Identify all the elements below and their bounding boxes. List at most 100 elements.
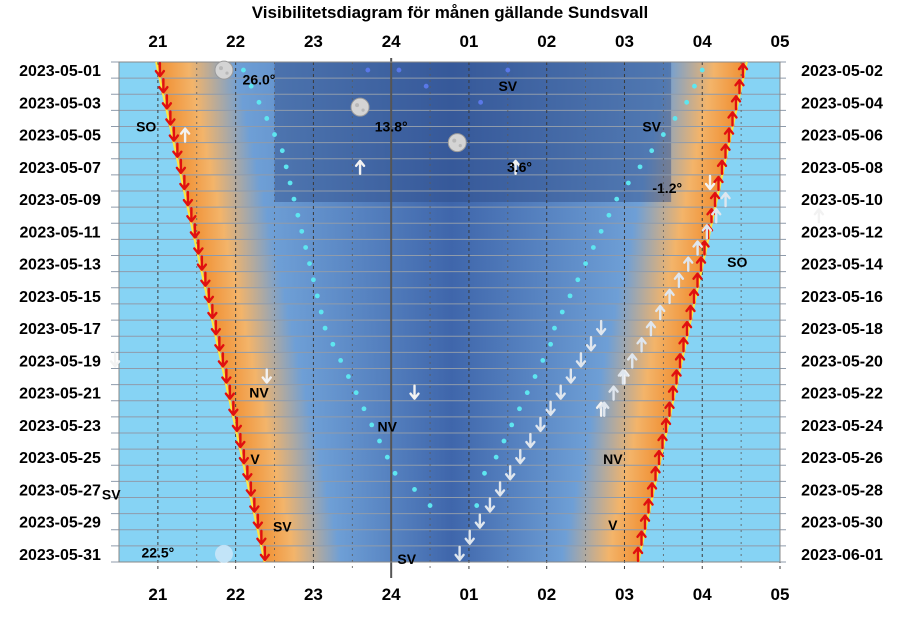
sunrise-arrow	[674, 353, 686, 369]
night-band	[157, 62, 746, 79]
moon-crater	[225, 71, 229, 75]
left-date-label: 2023-05-11	[20, 224, 101, 241]
label-layer: 21 21 22 22 23 23 24 24 01 01 02 02 03 03 04 04 05 05 2023…	[19, 32, 883, 604]
moonrise-arrow	[711, 208, 722, 224]
sunrise-arrow	[699, 240, 710, 256]
annotation-label: 26.0°	[243, 72, 276, 88]
moon-track-dot	[660, 132, 666, 137]
x-tick-label-bottom: 23	[304, 585, 323, 604]
annotation-label: SV	[102, 486, 121, 502]
chart-title: Visibilitetsdiagram för månen gällande S…	[252, 3, 648, 22]
moon-track-dot	[606, 212, 612, 218]
annotation-label: V	[250, 451, 260, 467]
night-band	[245, 465, 658, 482]
sunset-arrow	[158, 77, 169, 94]
moonrise-arrow	[692, 240, 703, 256]
left-date-label: 2023-05-21	[19, 386, 101, 403]
annotation-label: SV	[273, 519, 292, 535]
left-date-label: 2023-05-01	[19, 63, 101, 80]
moon-track-dot	[318, 309, 324, 315]
moonrise-arrow	[179, 127, 191, 143]
sunrise-arrow	[632, 546, 644, 563]
left-date-label: 2023-05-19	[19, 353, 101, 370]
night-band	[182, 174, 721, 192]
left-date-label: 2023-05-05	[19, 128, 101, 145]
right-date-label: 2023-05-12	[801, 224, 883, 241]
left-date-label: 2023-05-31	[19, 547, 101, 564]
x-tick-label-bottom: 03	[615, 585, 634, 604]
sunset-arrow	[189, 223, 201, 239]
moon-crater	[355, 103, 360, 108]
sunrise-arrow	[720, 143, 731, 159]
moonset-arrow	[585, 336, 597, 352]
night-band	[241, 449, 662, 466]
night-band	[231, 400, 672, 418]
sunset-arrow	[186, 207, 197, 223]
moonrise-arrow	[655, 304, 666, 321]
marks-layer	[109, 60, 825, 563]
sunrise-arrow	[657, 433, 668, 450]
moonset-arrow	[565, 368, 577, 384]
moon-track-dot	[322, 325, 328, 331]
right-date-label: 2023-05-20	[801, 353, 883, 370]
sunset-arrow	[224, 384, 236, 400]
x-tick-label-top: 02	[537, 32, 556, 51]
moon-track-dot	[598, 228, 604, 234]
annotation-label: SO	[136, 119, 156, 135]
moon-track-dot	[692, 83, 697, 89]
left-date-label: 2023-05-29	[19, 515, 101, 532]
right-date-label: 2023-05-22	[801, 386, 883, 403]
moon-track-dot	[482, 470, 487, 476]
sunset-arrow	[200, 271, 211, 287]
moonrise-arrow	[720, 191, 731, 208]
moon-track-dot	[517, 406, 522, 412]
sunset-arrow	[175, 158, 187, 175]
moon-track-dot	[241, 67, 246, 73]
sunrise-arrow	[692, 272, 703, 288]
moonrise-arrow	[813, 208, 825, 224]
moonrise-arrow	[664, 288, 675, 305]
sunrise-arrow	[681, 320, 693, 337]
annotation-label: NV	[603, 451, 623, 467]
moonrise-arrow	[608, 385, 619, 401]
moon-crater	[361, 108, 365, 112]
x-tick-label-top: 22	[226, 32, 245, 51]
moon-crater	[218, 66, 223, 71]
sunrise-arrow	[646, 482, 658, 498]
right-date-label: 2023-05-10	[801, 192, 883, 209]
x-tick-label-top: 21	[148, 32, 167, 51]
sunset-arrow	[193, 239, 204, 255]
sunset-arrow	[210, 319, 222, 336]
sunrise-arrow	[664, 401, 675, 417]
moon-track-dot	[377, 438, 382, 444]
right-date-label: 2023-05-06	[801, 128, 883, 145]
sunset-arrow	[228, 400, 239, 416]
moon-track-dot	[369, 422, 375, 428]
sunrise-arrow	[667, 385, 679, 401]
sunrise-arrow	[713, 175, 724, 192]
moon-track-dot	[330, 341, 336, 347]
moonset-arrow	[474, 513, 486, 529]
moon-symbol	[214, 544, 233, 563]
sunrise-arrow	[639, 514, 651, 530]
right-date-label: 2023-05-26	[801, 450, 883, 467]
sunrise-arrow	[636, 530, 647, 547]
x-tick-label-bottom: 05	[771, 585, 790, 604]
moon-track-dot	[303, 245, 309, 250]
right-date-label: 2023-05-08	[801, 160, 883, 177]
x-tick-label-top: 03	[615, 32, 634, 51]
sunset-arrow	[165, 110, 176, 126]
moonset-arrow	[261, 368, 272, 384]
sunrise-arrow	[685, 304, 696, 321]
right-date-label: 2023-05-04	[801, 95, 883, 112]
moon-track-dot	[299, 228, 305, 234]
x-tick-label-bottom: 21	[148, 585, 167, 604]
right-date-label: 2023-05-16	[801, 289, 883, 306]
moon-track-dot	[248, 83, 254, 89]
moonset-arrow	[704, 174, 716, 191]
sunrise-arrow	[650, 466, 661, 482]
moonset-arrow	[484, 497, 496, 513]
annotation-label: V	[608, 517, 618, 533]
sunrise-arrow	[709, 191, 721, 208]
